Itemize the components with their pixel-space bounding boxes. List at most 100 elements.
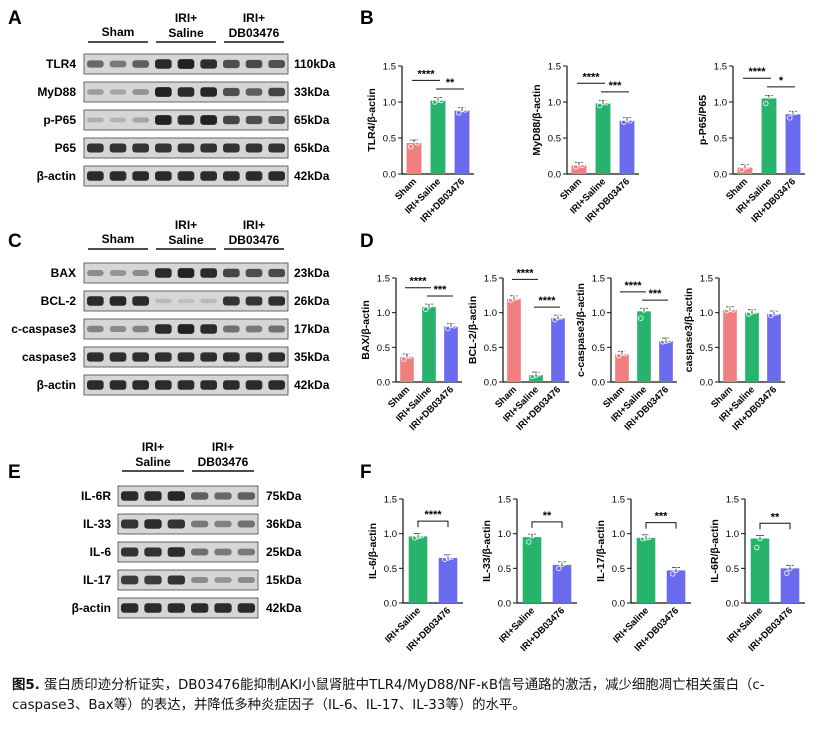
blot-protein-label: IL-33 (83, 517, 111, 531)
y-tick-label: 0.0 (484, 378, 497, 389)
data-point (448, 322, 454, 328)
blot-kda-label: 36kDa (266, 517, 302, 531)
y-tick-label: 0.5 (592, 343, 605, 354)
data-point (752, 308, 758, 315)
y-tick-label: 0.0 (700, 378, 713, 389)
significance-label: **** (409, 276, 427, 288)
blot-band (132, 60, 149, 68)
data-point (787, 565, 793, 572)
blot-band (268, 87, 285, 97)
data-point (411, 137, 417, 143)
blot-band (109, 143, 127, 153)
blot-band (245, 143, 263, 153)
blot-band (155, 59, 172, 69)
data-point (627, 117, 633, 124)
blot-protein-label: c-caspase3 (11, 322, 76, 336)
data-point (459, 106, 465, 112)
data-point (556, 565, 562, 572)
significance-bracket (759, 522, 791, 530)
y-tick-label: 1.5 (592, 274, 605, 285)
data-point (511, 295, 517, 301)
blot-strip (117, 513, 259, 535)
data-point (429, 301, 435, 308)
blot-band (268, 352, 285, 362)
data-point (663, 338, 669, 344)
y-axis-label: IL-33/β-actin (481, 520, 493, 582)
bar (595, 103, 611, 174)
bar (745, 312, 759, 382)
y-tick-label: 1.0 (612, 529, 625, 540)
blot-band (109, 296, 127, 306)
bar (666, 570, 686, 603)
data-point (407, 353, 413, 360)
blot-band (121, 519, 139, 529)
y-tick-label: 1.0 (384, 529, 397, 540)
blot-band (214, 603, 232, 613)
data-point (573, 164, 579, 170)
y-tick-label: 0.5 (726, 564, 739, 575)
significance-label: ** (446, 77, 455, 89)
y-tick-label: 0.0 (384, 599, 397, 610)
bar (780, 568, 800, 603)
y-tick-label: 1.0 (498, 529, 511, 540)
data-point (418, 532, 424, 539)
blot-protein-label: IL-17 (83, 573, 111, 587)
bar (444, 326, 458, 382)
blot-band (237, 576, 255, 584)
blot-band (109, 270, 127, 276)
bar-chart-bcl-2-actin: 0.00.51.01.5BCL-2/β-actinShamIRI+SalineI… (467, 267, 569, 433)
blot-band (200, 268, 217, 278)
blot-band (167, 547, 185, 557)
blot-protein-label: IL-6 (90, 545, 112, 559)
blot-band (132, 352, 149, 362)
blot-band (87, 352, 104, 362)
blot-band (223, 171, 240, 181)
y-tick-label: 1.5 (484, 274, 497, 285)
significance-bracket (417, 520, 449, 528)
data-point (621, 119, 627, 125)
blot-band (132, 380, 149, 390)
data-point (646, 534, 652, 540)
data-point (774, 309, 780, 316)
bar (438, 557, 458, 603)
blot-band (223, 87, 240, 97)
data-point (526, 539, 532, 545)
y-tick-label: 1.5 (498, 495, 511, 506)
blot-band (214, 577, 232, 583)
y-tick-label: 1.0 (377, 308, 390, 319)
blot-band (223, 296, 240, 306)
blot-band (144, 547, 162, 557)
blot-band (109, 352, 127, 362)
blot-band (155, 268, 172, 278)
significance-label: *** (655, 511, 669, 523)
blot-kda-label: 42kDa (294, 169, 330, 183)
blot-band (132, 89, 149, 95)
blot-band (87, 89, 104, 95)
significance-label: **** (582, 71, 600, 83)
significance-label: **** (748, 66, 766, 78)
blot-band (109, 171, 127, 181)
data-point (559, 561, 565, 567)
data-point (462, 107, 468, 113)
y-tick-label: 0.5 (612, 564, 625, 575)
y-tick-label: 0.5 (484, 343, 497, 354)
blot-band (87, 269, 104, 277)
blot-band (200, 352, 217, 362)
blot-band (200, 59, 217, 69)
data-point (445, 325, 451, 332)
blot-band (223, 143, 240, 153)
blot-band (121, 491, 139, 501)
blot-protein-label: β-actin (37, 169, 76, 183)
bar (636, 537, 656, 603)
blot-band (245, 115, 263, 125)
data-point (793, 109, 799, 115)
bar (785, 114, 801, 174)
bar-chart-p-p65-p65: 0.00.51.01.5p-P65/P65ShamIRI+SalineIRI+D… (697, 62, 805, 225)
y-axis-label: TLR4/β-actin (366, 88, 378, 152)
bar (737, 167, 753, 174)
blot-band (214, 548, 232, 556)
blot-band (109, 89, 127, 95)
blot-band (245, 325, 263, 333)
y-tick-label: 0.0 (714, 170, 727, 181)
